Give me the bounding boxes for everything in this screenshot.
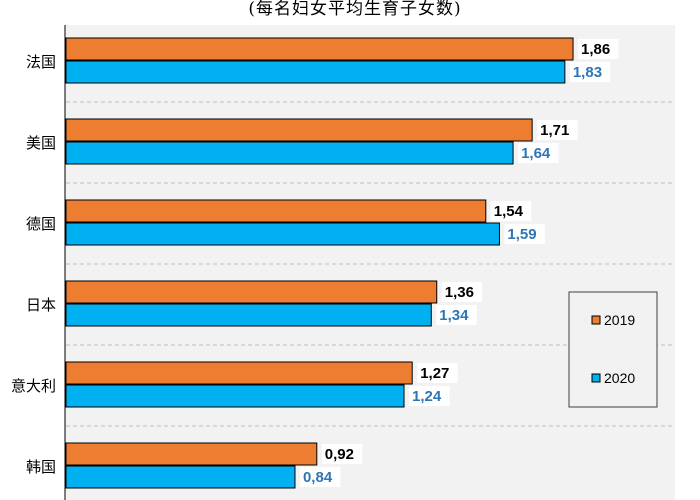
bar-2019 [65, 280, 438, 304]
data-label-2019: 0,92 [325, 446, 354, 463]
chart-subtitle: (每名妇女平均生育子女数) [248, 0, 461, 19]
data-label-bg [299, 467, 341, 487]
bar-2019 [65, 442, 318, 466]
plot-area [65, 25, 675, 500]
bar-2019 [65, 118, 533, 142]
data-label-2020: 1,24 [412, 388, 442, 405]
data-label-bg [441, 282, 483, 302]
data-label-2020: 1,59 [507, 226, 536, 243]
data-label-2019: 1,71 [540, 122, 569, 139]
data-label-bg [537, 120, 578, 140]
category-label: 美国 [26, 134, 56, 152]
data-label-bg [436, 305, 477, 325]
data-label-bg [578, 39, 619, 59]
data-label-bg [504, 224, 545, 244]
data-label-2020: 0,84 [303, 469, 333, 486]
category-label: 德国 [26, 215, 56, 233]
data-label-bg [490, 201, 532, 221]
bar-2020 [65, 384, 405, 408]
legend-label-2019: 2019 [604, 312, 635, 328]
data-label-2020: 1,34 [439, 307, 469, 324]
category-label: 日本 [26, 296, 56, 314]
data-label-2019: 1,54 [494, 203, 524, 220]
data-label-2020: 1,83 [573, 64, 602, 81]
category-label: 韩国 [26, 458, 56, 476]
data-label-2020: 1,64 [521, 145, 551, 162]
data-label-bg [518, 143, 559, 163]
bar-2019 [65, 37, 574, 61]
legend-box [568, 291, 658, 408]
bar-2019 [65, 361, 413, 385]
data-label-bg [321, 444, 363, 464]
data-label-2019: 1,27 [420, 365, 449, 382]
data-label-2019: 1,36 [445, 284, 474, 301]
bar-2020 [65, 222, 500, 246]
legend-swatch-2019 [591, 315, 601, 325]
bar-2019 [65, 199, 487, 223]
category-label: 法国 [26, 53, 56, 71]
data-label-bg [569, 62, 611, 82]
bar-2020 [65, 141, 514, 165]
bar-2020 [65, 303, 432, 327]
legend-label-2020: 2020 [604, 370, 635, 386]
legend-swatch-2020 [591, 373, 601, 383]
data-label-2019: 1,86 [581, 41, 610, 58]
bar-2020 [65, 60, 566, 84]
data-label-bg [409, 386, 450, 406]
data-label-bg [417, 363, 458, 383]
category-label: 意大利 [11, 377, 56, 395]
bar-2020 [65, 465, 296, 489]
